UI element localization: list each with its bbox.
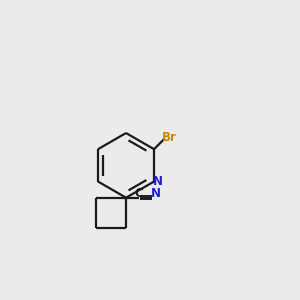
Text: N: N [151, 187, 161, 200]
Text: N: N [153, 175, 163, 188]
Text: C: C [134, 187, 143, 200]
Text: Br: Br [162, 131, 177, 144]
